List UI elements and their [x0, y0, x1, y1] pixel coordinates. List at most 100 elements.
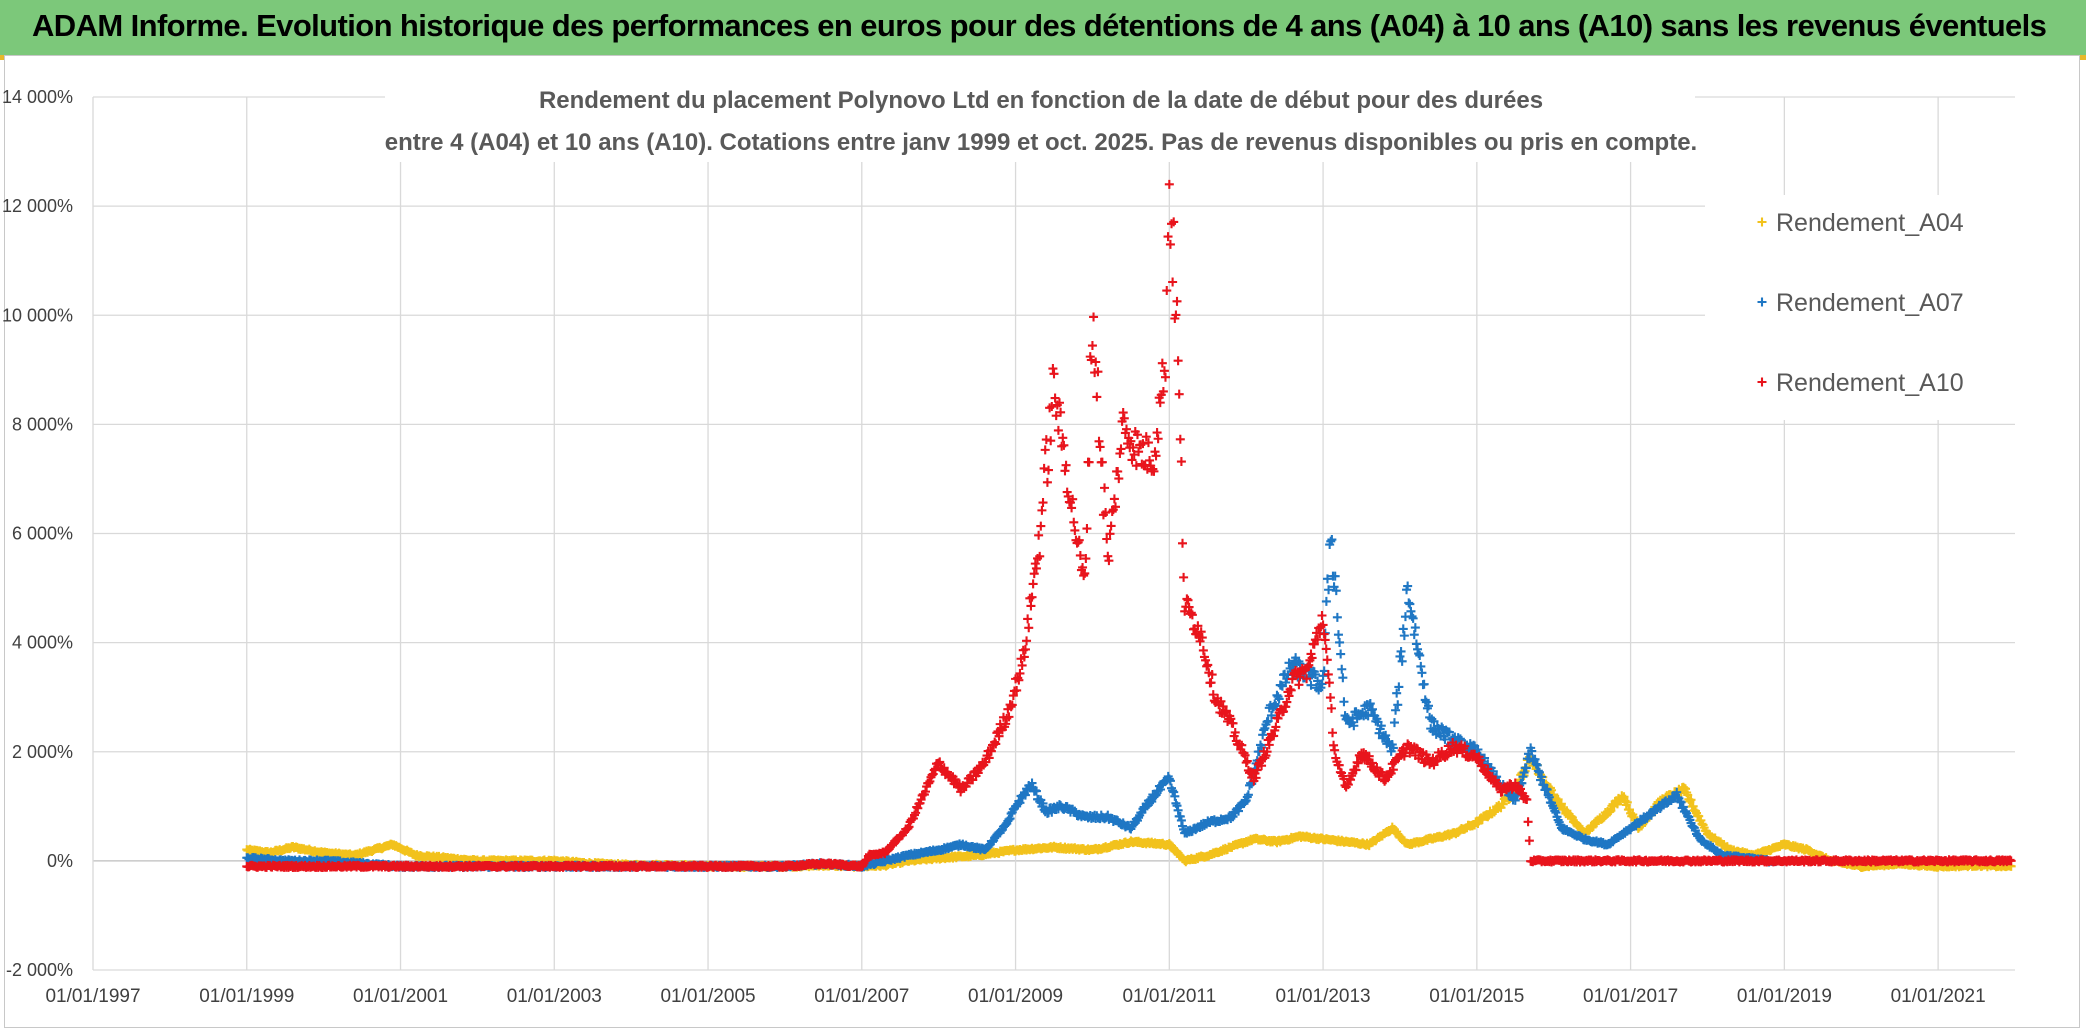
rendement-a07-point	[1005, 814, 1015, 824]
x-tick-label: 01/01/2017	[1583, 986, 1678, 1007]
rendement-a10-point	[1206, 678, 1216, 688]
rendement-a10-point	[1132, 430, 1142, 440]
rendement-a10-point	[1084, 457, 1094, 467]
rendement-a07-point	[1339, 697, 1349, 707]
rendement-a10-point	[1059, 440, 1069, 450]
rendement-a07-point	[1444, 727, 1454, 737]
rendement-a07-point	[1274, 694, 1284, 704]
rendement-a10-point	[1118, 408, 1128, 418]
rendement-a10-point	[1287, 674, 1297, 684]
rendement-a10-point	[1054, 398, 1064, 408]
x-tick-label: 01/01/2019	[1737, 986, 1832, 1007]
rendement-a07-point	[1419, 679, 1429, 689]
rendement-a10-point	[1322, 655, 1332, 665]
rendement-a10-point	[1242, 756, 1252, 766]
rendement-a10-point	[1149, 466, 1159, 476]
rendement-a10-point	[1328, 728, 1338, 738]
rendement-a10-point	[1187, 610, 1197, 620]
rendement-a10-point	[1075, 550, 1085, 560]
x-tick-label: 01/01/2005	[660, 986, 755, 1007]
rendement-a10-point	[1042, 477, 1052, 487]
rendement-a10-point	[1128, 442, 1138, 452]
rendement-a10-point	[1226, 714, 1236, 724]
rendement-a04-point	[1686, 795, 1696, 805]
rendement-a07-point	[1014, 796, 1024, 806]
rendement-a07-point	[1413, 644, 1423, 654]
rendement-a10-point	[1320, 635, 1330, 645]
rendement-a07-point	[1038, 798, 1048, 808]
rendement-a10-point	[1024, 623, 1034, 633]
rendement-a07-point	[1550, 806, 1560, 816]
y-tick-label: 10 000%	[2, 305, 73, 325]
rendement-a10-point	[1364, 751, 1374, 761]
rendement-a07-point	[1411, 639, 1421, 649]
rendement-a10-point	[1257, 761, 1267, 771]
rendement-a10-point	[1087, 341, 1097, 351]
rendement-a10-point	[1241, 758, 1251, 768]
rendement-a10-point	[1157, 358, 1167, 368]
rendement-a10-point	[1203, 660, 1213, 670]
rendement-a07-point	[1322, 574, 1332, 584]
rendement-a10-point	[991, 739, 1001, 749]
rendement-a07-point	[1170, 791, 1180, 801]
rendement-a10-point	[1269, 731, 1279, 741]
legend-label-rendement-a07: Rendement_A07	[1776, 289, 1964, 317]
rendement-a07-point	[1488, 766, 1498, 776]
rendement-a10-point	[1102, 534, 1112, 544]
x-tick-label: 01/01/1997	[45, 986, 140, 1007]
rendement-a10-point	[1150, 447, 1160, 457]
rendement-a10-point	[929, 765, 939, 775]
rendement-a07-point	[1398, 624, 1408, 634]
rendement-a10-point	[1037, 505, 1047, 515]
y-tick-label: -2 000%	[6, 960, 73, 980]
rendement-a10-point	[1313, 634, 1323, 644]
rendement-a10-point	[1014, 675, 1024, 685]
rendement-a07-point	[1537, 772, 1547, 782]
rendement-a07-point	[1676, 797, 1686, 807]
rendement-a07-point	[1407, 611, 1417, 621]
rendement-a10-point	[1060, 466, 1070, 476]
rendement-a10-point	[1026, 601, 1036, 611]
legend-label-rendement-a04: Rendement_A04	[1776, 209, 1964, 237]
rendement-a04-point	[1498, 799, 1508, 809]
rendement-a10-point	[1193, 621, 1203, 631]
rendement-a10-point	[1169, 217, 1179, 227]
rendement-a10-point	[1028, 579, 1038, 589]
rendement-a10-point	[1107, 507, 1117, 517]
rendement-a10-point	[1007, 700, 1017, 710]
rendement-a07-point	[1405, 599, 1415, 609]
rendement-a10-point	[1522, 795, 1532, 805]
x-tick-label: 01/01/2007	[814, 986, 909, 1007]
rendement-a07-point	[1510, 795, 1520, 805]
rendement-a10-point	[1089, 312, 1099, 322]
y-tick-label: 0%	[47, 851, 73, 871]
rendement-a10-point	[1163, 232, 1173, 242]
x-tick-label: 01/01/1999	[199, 986, 294, 1007]
rendement-a10-point	[1012, 685, 1022, 695]
rendement-a10-point	[1015, 668, 1025, 678]
rendement-a10-point	[994, 731, 1004, 741]
rendement-a07-point	[1393, 700, 1403, 710]
rendement-a07-point	[1416, 661, 1426, 671]
rendement-a10-point	[1302, 674, 1312, 684]
rendement-a10-point	[1264, 740, 1274, 750]
legend-marker-rendement-a10	[1757, 377, 1767, 387]
rendement-a07-point	[1409, 630, 1419, 640]
rendement-a07-point	[1530, 754, 1540, 764]
rendement-a10-point	[1023, 614, 1033, 624]
rendement-a07-point	[1165, 776, 1175, 786]
rendement-a10-point	[1061, 460, 1071, 470]
rendement-a10-point	[1221, 706, 1231, 716]
x-tick-label: 01/01/2013	[1276, 986, 1371, 1007]
rendement-a10-point	[1380, 776, 1390, 786]
rendement-a07-point	[1429, 716, 1439, 726]
rendement-a04-point	[1622, 797, 1632, 807]
rendement-a10-point	[1113, 467, 1123, 477]
rendement-a10-point	[990, 737, 1000, 747]
rendement-a10-point	[1351, 765, 1361, 775]
x-tick-label: 01/01/2015	[1429, 986, 1524, 1007]
rendement-a07-point	[1172, 801, 1182, 811]
rendement-a07-point	[1480, 753, 1490, 763]
rendement-a10-point	[1432, 756, 1442, 766]
rendement-a07-point	[1542, 785, 1552, 795]
